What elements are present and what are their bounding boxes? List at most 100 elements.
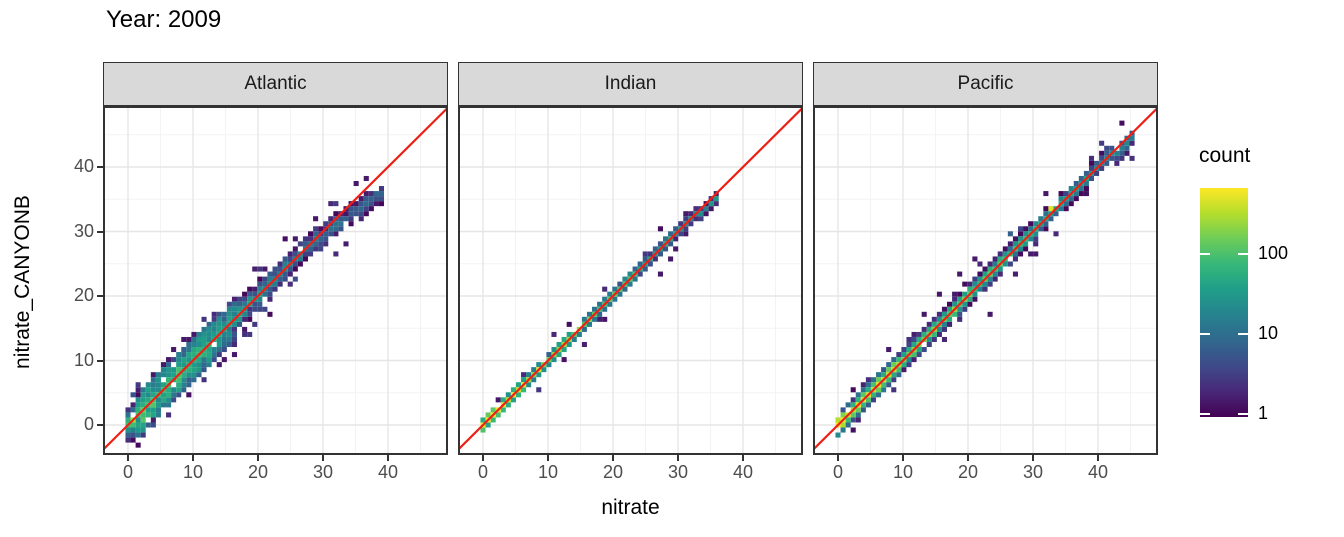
count-bin <box>1007 241 1013 247</box>
count-bin <box>627 281 633 287</box>
x-tick-mark <box>322 455 324 461</box>
count-bin <box>242 311 248 317</box>
count-bin <box>368 191 374 197</box>
count-bin <box>378 191 385 197</box>
count-bin <box>262 276 268 282</box>
count-bin <box>941 311 948 317</box>
count-bin <box>353 211 359 217</box>
count-bin <box>1048 206 1054 212</box>
x-tick-mark <box>127 455 129 461</box>
count-bin <box>1043 226 1049 232</box>
count-bin <box>150 422 156 428</box>
count-bin <box>206 336 212 342</box>
count-bin <box>1053 231 1059 237</box>
count-bin <box>668 241 674 247</box>
count-bin <box>368 206 374 212</box>
count-bin <box>1002 261 1008 267</box>
count-bin <box>150 392 156 398</box>
count-bin <box>500 397 506 403</box>
x-tick-label: 40 <box>377 462 399 482</box>
count-bin <box>186 357 192 363</box>
x-tick-label: 0 <box>477 462 488 482</box>
count-bin <box>206 326 212 332</box>
count-bin <box>1094 160 1100 166</box>
count-bin <box>166 387 172 393</box>
count-bin <box>896 372 902 378</box>
count-bin <box>1058 196 1064 202</box>
count-bin <box>252 321 258 327</box>
count-bin <box>881 372 887 378</box>
count-bin <box>166 402 172 408</box>
count-bin <box>313 246 319 252</box>
x-axis-indian: 0 10 20 30 40 <box>458 455 803 489</box>
count-bin <box>688 221 694 227</box>
count-bin <box>678 231 684 237</box>
count-bin <box>302 241 308 247</box>
count-bin <box>206 347 212 353</box>
count-bin <box>130 427 136 433</box>
count-bin <box>647 251 653 257</box>
legend-tick-label: 1 <box>1258 403 1269 423</box>
count-bin <box>972 276 978 282</box>
count-bin <box>911 357 917 363</box>
count-bin <box>657 271 663 277</box>
count-bin <box>521 387 527 393</box>
count-bin <box>708 206 714 212</box>
count-bin <box>130 432 136 438</box>
count-bin <box>921 311 927 317</box>
count-bin <box>267 291 273 297</box>
count-bin <box>171 367 177 373</box>
count-bin <box>586 321 593 327</box>
count-bin <box>216 347 222 353</box>
count-bin <box>1119 155 1125 161</box>
count-bin <box>201 357 207 363</box>
count-bin <box>130 437 136 443</box>
count-bin <box>323 231 329 237</box>
count-bin <box>166 367 172 373</box>
count-bin <box>145 412 151 418</box>
count-bin <box>505 392 511 398</box>
count-bin <box>1078 191 1084 197</box>
count-bin <box>252 301 258 307</box>
identity-line <box>103 106 448 452</box>
count-bin <box>221 331 227 337</box>
count-bin <box>561 357 567 363</box>
count-bin <box>160 402 167 408</box>
legend-tick-mark <box>1238 413 1248 415</box>
count-bin <box>693 216 699 222</box>
count-bin <box>1028 251 1034 257</box>
count-bin <box>145 407 151 413</box>
count-bin <box>1048 216 1054 222</box>
count-bin <box>226 316 232 322</box>
count-bin <box>561 336 567 342</box>
count-bin <box>647 261 653 267</box>
count-bin <box>125 407 131 413</box>
count-bin <box>576 331 582 337</box>
count-bin <box>231 301 238 307</box>
count-bin <box>982 286 988 292</box>
count-bin <box>1023 231 1029 237</box>
count-bin <box>556 352 562 358</box>
count-bin <box>673 236 679 242</box>
count-bin <box>901 362 907 368</box>
count-bin <box>358 201 364 207</box>
count-bin <box>997 251 1003 257</box>
count-bin <box>348 221 354 227</box>
count-bin <box>1088 175 1095 181</box>
count-bin <box>176 352 182 358</box>
count-bin <box>1017 236 1024 242</box>
count-bin <box>957 306 963 312</box>
count-bin <box>962 281 968 287</box>
count-bin <box>328 216 334 222</box>
count-bin <box>668 256 674 262</box>
count-bin <box>338 226 344 232</box>
count-bin <box>318 226 324 232</box>
count-bin <box>870 397 877 403</box>
count-bin <box>257 281 263 287</box>
count-bin <box>987 276 993 282</box>
count-bin <box>307 236 314 242</box>
x-tick-mark <box>902 455 904 461</box>
count-bin <box>323 236 329 242</box>
count-bin <box>1017 231 1024 237</box>
count-bin <box>196 362 202 368</box>
